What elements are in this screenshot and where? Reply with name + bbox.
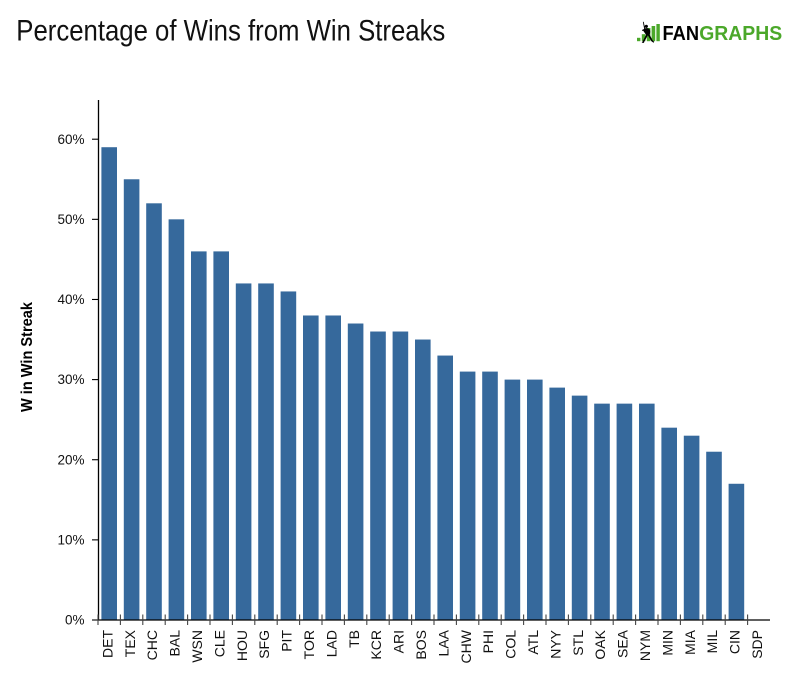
svg-text:TEX: TEX: [122, 629, 138, 657]
svg-text:0%: 0%: [65, 613, 85, 628]
svg-text:HOU: HOU: [234, 630, 250, 661]
svg-text:60%: 60%: [57, 132, 84, 147]
svg-text:BOS: BOS: [413, 630, 429, 660]
svg-text:SFG: SFG: [256, 630, 272, 659]
svg-text:CHW: CHW: [458, 629, 474, 663]
svg-text:CIN: CIN: [727, 630, 743, 654]
svg-text:LAD: LAD: [323, 630, 339, 657]
svg-text:10%: 10%: [57, 532, 84, 547]
svg-text:SEA: SEA: [615, 629, 631, 658]
svg-text:PIT: PIT: [279, 630, 295, 652]
svg-text:50%: 50%: [57, 212, 84, 227]
svg-text:W in Win Streak: W in Win Streak: [19, 302, 36, 412]
svg-text:COL: COL: [503, 630, 519, 659]
svg-text:20%: 20%: [57, 452, 84, 467]
svg-text:SDP: SDP: [749, 630, 765, 659]
svg-text:CLE: CLE: [211, 630, 227, 657]
svg-text:BAL: BAL: [167, 630, 183, 657]
svg-text:OAK: OAK: [592, 629, 608, 659]
svg-text:MIL: MIL: [704, 630, 720, 654]
svg-text:30%: 30%: [57, 372, 84, 387]
svg-text:TOR: TOR: [301, 630, 317, 659]
svg-text:WSN: WSN: [189, 630, 205, 663]
svg-text:PHI: PHI: [480, 630, 496, 653]
svg-text:LAA: LAA: [435, 629, 451, 656]
svg-text:STL: STL: [570, 630, 586, 656]
svg-text:FAN: FAN: [663, 22, 700, 45]
svg-text:ATL: ATL: [525, 630, 541, 655]
svg-text:ARI: ARI: [391, 630, 407, 653]
svg-text:TB: TB: [346, 630, 362, 648]
svg-text:CHC: CHC: [144, 630, 160, 660]
svg-text:Percentage of Wins from Win St: Percentage of Wins from Win Streaks: [16, 14, 445, 47]
svg-text:DET: DET: [99, 630, 115, 658]
svg-text:KCR: KCR: [368, 630, 384, 660]
svg-text:NYM: NYM: [637, 630, 653, 661]
svg-text:MIN: MIN: [659, 630, 675, 656]
svg-text:MIA: MIA: [682, 629, 698, 655]
svg-text:NYY: NYY: [547, 629, 563, 658]
svg-text:GRAPHS: GRAPHS: [699, 22, 782, 45]
svg-text:40%: 40%: [57, 292, 84, 307]
